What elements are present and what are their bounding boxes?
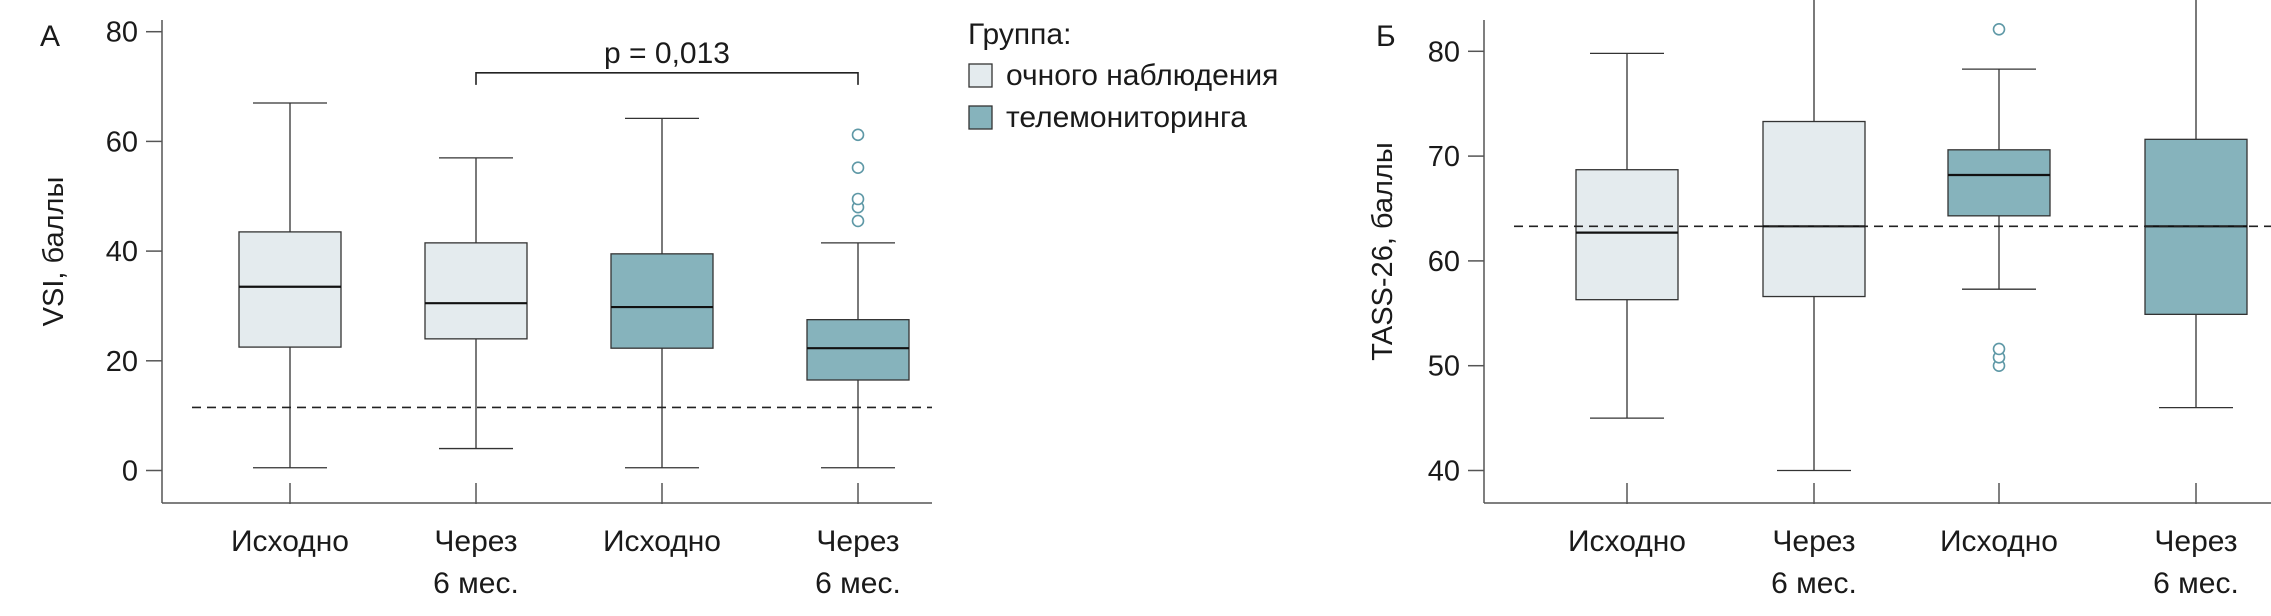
y-tick-label: 50: [1428, 351, 1460, 383]
legend: Группа: очного наблюдения телемониторинга: [968, 18, 1278, 134]
box-3: [1947, 22, 2051, 373]
x-category-sublabel: 6 мес.: [1771, 567, 1857, 600]
legend-swatch: [968, 63, 993, 88]
box-iqr: [238, 231, 342, 348]
y-tick-label: 40: [106, 236, 138, 268]
outlier-point: [1992, 22, 2006, 36]
x-category-label: Через: [434, 525, 517, 558]
panel-letter: А: [40, 20, 60, 53]
x-category-label: Исходно: [231, 525, 349, 558]
x-category-label: Исходно: [1940, 525, 2058, 558]
y-axis-label: TASS-26, баллы: [1367, 142, 1399, 360]
y-axis-label: VSI, баллы: [38, 177, 70, 327]
box-1: [1575, 52, 1679, 419]
significance-bracket: [475, 72, 859, 85]
x-category-label: Через: [2154, 525, 2237, 558]
box-iqr: [610, 253, 714, 349]
x-category-label: Исходно: [1568, 525, 1686, 558]
p-value-label: p = 0,013: [604, 37, 730, 70]
legend-item-label: телемониторинга: [1006, 101, 1247, 134]
y-tick-label: 0: [122, 456, 138, 488]
x-category-label: Через: [1772, 525, 1855, 558]
legend-item-label: очного наблюдения: [1006, 59, 1278, 92]
y-tick-label: 60: [1428, 246, 1460, 278]
panel-letter: Б: [1376, 20, 1396, 53]
box-iqr: [424, 242, 528, 340]
box-iqr: [1575, 169, 1679, 301]
legend-swatch: [968, 105, 993, 130]
x-category-sublabel: 6 мес.: [2153, 567, 2239, 600]
box-iqr: [1947, 149, 2051, 217]
box-4: [2144, 0, 2248, 409]
outlier-point: [851, 214, 865, 228]
x-category-sublabel: 6 мес.: [815, 567, 901, 600]
box-iqr: [806, 319, 910, 381]
box-3: [610, 117, 714, 469]
outlier-point: [851, 161, 865, 175]
y-tick-label: 20: [106, 346, 138, 378]
box-iqr: [1762, 120, 1866, 298]
box-1: [238, 102, 342, 469]
y-tick-label: 40: [1428, 456, 1460, 488]
box-2: [424, 157, 528, 450]
y-tick-label: 80: [1428, 36, 1460, 68]
legend-title: Группа:: [968, 18, 1071, 51]
y-tick-label: 60: [106, 126, 138, 158]
outlier-point: [851, 192, 865, 206]
y-tick-label: 80: [106, 17, 138, 49]
outlier-point: [851, 128, 865, 142]
x-category-sublabel: 6 мес.: [433, 567, 519, 600]
x-category-label: Через: [816, 525, 899, 558]
outlier-point: [1992, 342, 2006, 356]
box-4: [806, 128, 910, 469]
panel-a: А VSI, баллы 0 20 40 60 80 Исходно Через 6 мес. Ис…: [38, 17, 932, 600]
x-category-label: Исходно: [603, 525, 721, 558]
y-tick-label: 70: [1428, 141, 1460, 173]
box-2: [1762, 0, 1866, 472]
